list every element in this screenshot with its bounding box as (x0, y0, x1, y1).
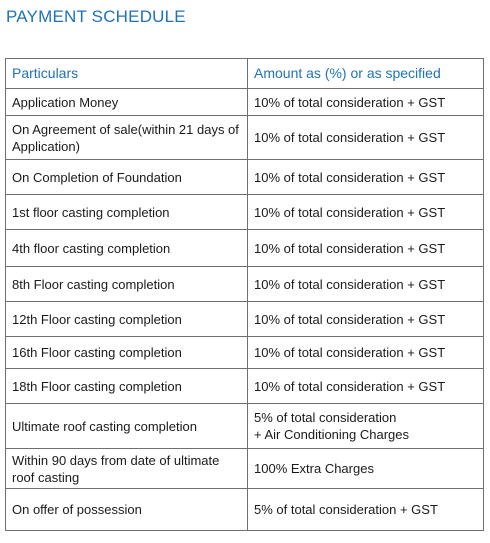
table-row: 18th Floor casting completion 10% of tot… (5, 368, 484, 404)
amount-cell: 10% of total consideration + GST (247, 88, 484, 116)
particular-cell: 8th Floor casting completion (5, 266, 248, 302)
page-title: PAYMENT SCHEDULE (6, 7, 186, 26)
particular-cell: 1st floor casting completion (5, 194, 248, 230)
table-row: On offer of possession 5% of total consi… (5, 488, 484, 531)
amount-cell: 10% of total consideration + GST (247, 115, 484, 160)
particular-cell: 4th floor casting completion (5, 229, 248, 267)
amount-cell: 10% of total consideration + GST (247, 301, 484, 337)
header-amount: Amount as (%) or as specified (247, 58, 484, 89)
amount-cell: 10% of total consideration + GST (247, 229, 484, 267)
particular-cell: 16th Floor casting completion (5, 336, 248, 369)
particular-cell: Ultimate roof casting completion (5, 403, 248, 449)
amount-cell: 10% of total consideration + GST (247, 368, 484, 404)
table-row: 12th Floor casting completion 10% of tot… (5, 301, 484, 337)
table-row: Within 90 days from date of ultimate roo… (5, 448, 484, 489)
table-row: 1st floor casting completion 10% of tota… (5, 194, 484, 230)
amount-cell: 100% Extra Charges (247, 448, 484, 489)
particular-cell: On Agreement of sale(within 21 days of A… (5, 115, 248, 160)
amount-cell: 10% of total consideration + GST (247, 159, 484, 195)
amount-cell: 5% of total consideration + Air Conditio… (247, 403, 484, 449)
amount-cell: 10% of total consideration + GST (247, 336, 484, 369)
particular-cell: 18th Floor casting completion (5, 368, 248, 404)
particular-cell: On Completion of Foundation (5, 159, 248, 195)
particular-cell: Within 90 days from date of ultimate roo… (5, 448, 248, 489)
table-row: On Completion of Foundation 10% of total… (5, 159, 484, 195)
header-particulars: Particulars (5, 58, 248, 89)
payment-schedule-table: Particulars Amount as (%) or as specifie… (5, 58, 484, 531)
table-row: 4th floor casting completion 10% of tota… (5, 229, 484, 267)
table-row: 16th Floor casting completion 10% of tot… (5, 336, 484, 369)
amount-cell: 10% of total consideration + GST (247, 194, 484, 230)
table-row: On Agreement of sale(within 21 days of A… (5, 115, 484, 160)
particular-cell: 12th Floor casting completion (5, 301, 248, 337)
particular-cell: On offer of possession (5, 488, 248, 531)
particular-cell: Application Money (5, 88, 248, 116)
table-header-row: Particulars Amount as (%) or as specifie… (5, 58, 484, 89)
amount-cell: 10% of total consideration + GST (247, 266, 484, 302)
table-row: Application Money 10% of total considera… (5, 88, 484, 116)
amount-cell: 5% of total consideration + GST (247, 488, 484, 531)
table-row: 8th Floor casting completion 10% of tota… (5, 266, 484, 302)
table-row: Ultimate roof casting completion 5% of t… (5, 403, 484, 449)
